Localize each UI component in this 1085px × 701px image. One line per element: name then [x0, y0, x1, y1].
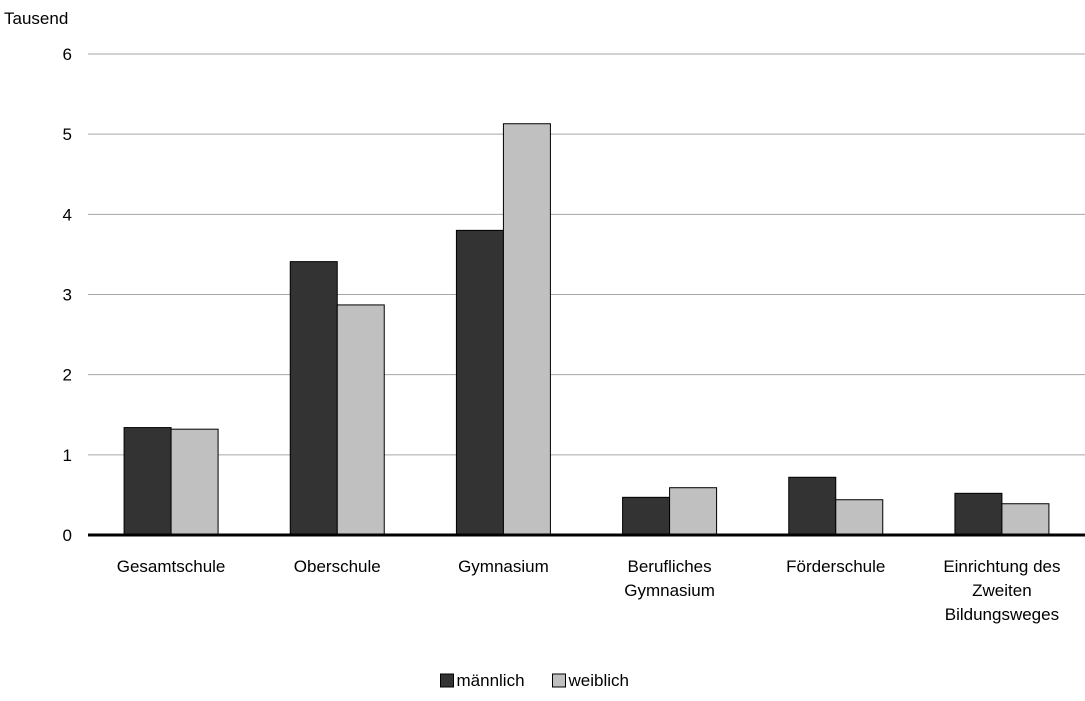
y-tick-label: 3 — [63, 286, 72, 305]
legend: männlich weiblich — [440, 671, 629, 690]
bar-weiblich-4 — [835, 499, 884, 536]
legend-swatch-männlich — [440, 673, 454, 688]
bar-männlich-2 — [455, 229, 504, 536]
bar-weiblich-1 — [336, 304, 385, 536]
x-tick-label: Förderschule — [786, 557, 885, 576]
bars — [123, 123, 1050, 536]
y-tick-label: 0 — [63, 526, 72, 545]
bar-weiblich-5 — [1001, 503, 1050, 536]
x-tick-label: Gesamtschule — [117, 557, 226, 576]
x-tick-label: Einrichtung des Zweiten Bildungsweges — [943, 557, 1060, 624]
bar-männlich-0 — [123, 427, 172, 536]
bar-männlich-3 — [622, 496, 671, 536]
x-tick-label: Oberschule — [294, 557, 381, 576]
y-tick-label: 2 — [63, 366, 72, 385]
legend-label-männlich: männlich — [457, 671, 525, 690]
y-tick-label: 5 — [63, 125, 72, 144]
legend-label-weiblich: weiblich — [568, 671, 629, 690]
bar-weiblich-3 — [669, 487, 718, 536]
y-tick-label: 4 — [63, 205, 72, 224]
y-tick-label: 1 — [63, 446, 72, 465]
y-unit-label: Tausend — [4, 9, 68, 28]
x-tick-label: Berufliches Gymnasium — [624, 557, 715, 600]
bar-männlich-1 — [289, 261, 338, 536]
bar-männlich-4 — [788, 476, 837, 536]
gridlines — [88, 53, 1085, 456]
y-tick-label: 6 — [63, 45, 72, 64]
bar-weiblich-2 — [502, 123, 551, 536]
bar-männlich-5 — [954, 492, 1003, 536]
bar-weiblich-0 — [170, 428, 219, 536]
y-axis-ticks: 0 1 2 3 4 5 6 — [63, 45, 72, 545]
x-axis-labels: Gesamtschule Oberschule Gymnasium Beruflich… — [117, 557, 1061, 624]
x-tick-label: Gymnasium — [458, 557, 549, 576]
legend-swatch-weiblich — [552, 673, 566, 688]
